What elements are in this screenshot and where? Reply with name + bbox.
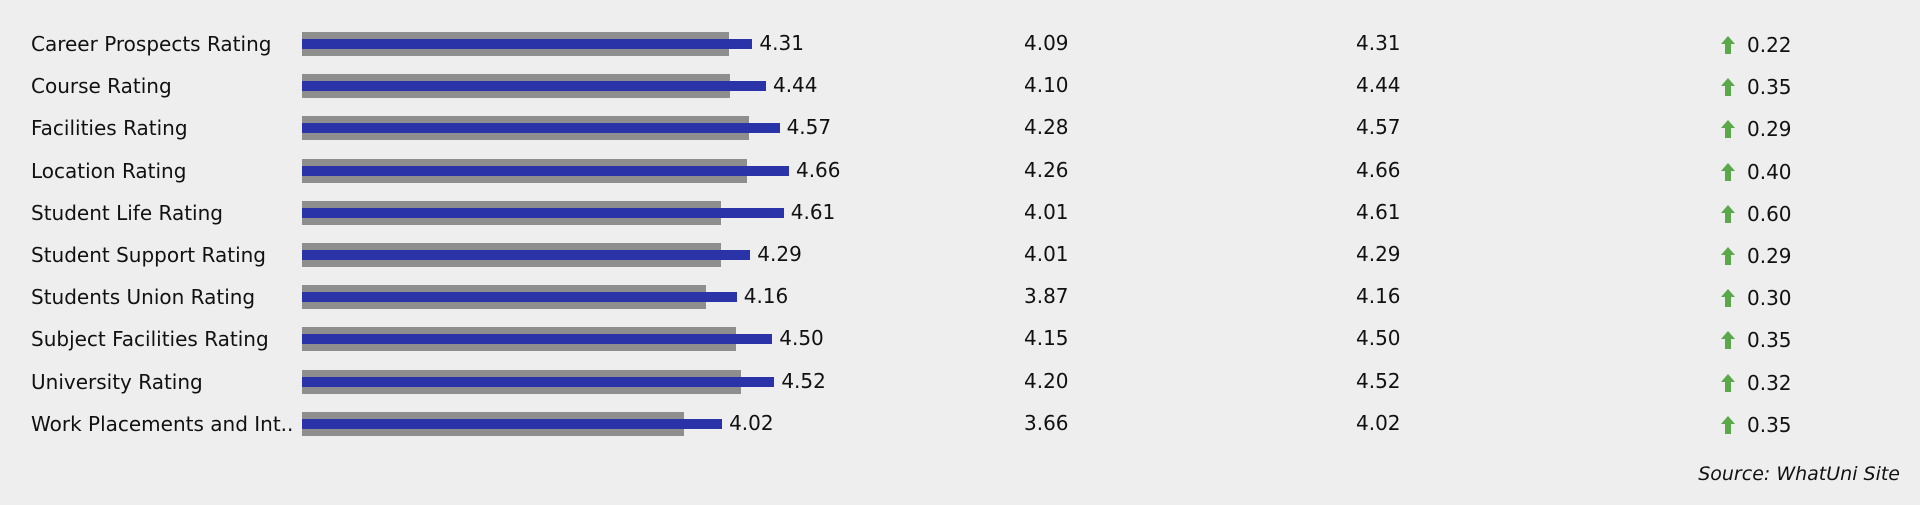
bar-value-label: 4.66	[795, 157, 841, 182]
up-arrow-icon	[1721, 373, 1735, 392]
difference-value: 0.60	[1747, 201, 1792, 226]
bar-series-2	[302, 376, 775, 387]
bar-series-2	[302, 250, 751, 260]
up-arrow-icon	[1721, 120, 1735, 139]
bar-value-label: 4.57	[786, 115, 832, 140]
column-2-value: 4.31	[1356, 31, 1401, 55]
bar-series-2	[302, 39, 753, 49]
difference-value: 0.29	[1747, 244, 1792, 268]
up-arrow-icon	[1721, 415, 1735, 434]
up-arrow-icon	[1721, 36, 1735, 54]
category-label: Student Support Rating	[31, 243, 266, 267]
table-row: Facilities Rating 4.57 4.28 4.57 0.29	[0, 107, 1920, 149]
difference-value: 0.35	[1747, 412, 1792, 437]
up-arrow-icon	[1721, 247, 1735, 265]
difference-value: 0.40	[1747, 159, 1792, 184]
category-label: Work Placements and Int..	[31, 411, 294, 436]
column-2-value: 4.44	[1356, 73, 1401, 98]
bar-value-label: 4.16	[743, 284, 789, 309]
difference-value: 0.35	[1747, 328, 1792, 353]
bar-value-label: 4.50	[779, 326, 824, 351]
up-arrow-icon	[1721, 204, 1735, 223]
up-arrow-icon	[1721, 162, 1735, 181]
column-1-value: 4.15	[1024, 326, 1069, 351]
column-2-value: 4.52	[1356, 368, 1401, 393]
bar-series-2	[302, 123, 780, 134]
category-label: Location Rating	[31, 158, 187, 183]
bar-series-2	[302, 165, 789, 176]
up-arrow-icon	[1721, 78, 1735, 97]
table-row: Students Union Rating 4.16 3.87 4.16 0.30	[0, 276, 1920, 318]
table-row: Student Life Rating 4.61 4.01 4.61 0.60	[0, 192, 1920, 234]
column-1-value: 3.87	[1024, 284, 1069, 309]
bar-series-2	[302, 334, 773, 345]
difference-value: 0.30	[1747, 286, 1792, 311]
table-row: Location Rating 4.66 4.26 4.66 0.40	[0, 150, 1920, 192]
table-row: Course Rating 4.44 4.10 4.44 0.35	[0, 65, 1920, 107]
column-2-value: 4.29	[1356, 242, 1401, 266]
category-label: University Rating	[31, 369, 203, 394]
table-row: Subject Facilities Rating 4.50 4.15 4.50 0.3…	[0, 318, 1920, 360]
table-row: Work Placements and Int.. 4.02 3.66 4.02 0.3…	[0, 403, 1920, 445]
table-row: Student Support Rating 4.29 4.01 4.29 0.29	[0, 234, 1920, 276]
column-1-value: 4.01	[1024, 199, 1069, 224]
column-1-value: 4.09	[1024, 31, 1069, 55]
column-1-value: 4.26	[1024, 157, 1069, 182]
difference-value: 0.35	[1747, 75, 1792, 100]
table-row: University Rating 4.52 4.20 4.52 0.32	[0, 361, 1920, 403]
bar-value-label: 4.52	[781, 368, 826, 393]
bar-series-2	[302, 207, 784, 218]
column-2-value: 4.16	[1356, 284, 1401, 309]
column-2-value: 4.50	[1356, 326, 1401, 351]
column-1-value: 4.28	[1024, 115, 1069, 140]
bar-value-label: 4.61	[790, 199, 836, 224]
column-1-value: 4.01	[1024, 242, 1069, 266]
bar-series-2	[302, 418, 723, 429]
category-label: Career Prospects Rating	[31, 32, 272, 56]
column-1-value: 4.20	[1024, 368, 1069, 393]
bar-value-label: 4.29	[757, 242, 802, 266]
difference-value: 0.22	[1747, 33, 1792, 57]
bar-value-label: 4.44	[772, 73, 818, 98]
category-label: Subject Facilities Rating	[31, 327, 269, 352]
bar-series-2	[302, 292, 737, 303]
bar-series-2	[302, 81, 766, 92]
difference-value: 0.32	[1747, 370, 1792, 395]
column-2-value: 4.61	[1356, 199, 1401, 224]
source-note: Source: WhatUni Site	[1698, 463, 1900, 485]
category-label: Student Life Rating	[31, 200, 223, 225]
column-1-value: 4.10	[1024, 73, 1069, 98]
category-label: Students Union Rating	[31, 285, 256, 310]
difference-value: 0.29	[1747, 117, 1792, 142]
column-2-value: 4.66	[1356, 157, 1401, 182]
bar-value-label: 4.31	[759, 31, 804, 55]
up-arrow-icon	[1721, 289, 1735, 308]
category-label: Facilities Rating	[31, 116, 188, 141]
up-arrow-icon	[1721, 331, 1735, 350]
bar-value-label: 4.02	[729, 410, 774, 435]
column-1-value: 3.66	[1024, 410, 1069, 435]
table-row: Career Prospects Rating 4.31 4.09 4.31 0.22	[0, 23, 1920, 65]
column-2-value: 4.02	[1356, 410, 1401, 435]
category-label: Course Rating	[31, 74, 172, 99]
column-2-value: 4.57	[1356, 115, 1401, 140]
